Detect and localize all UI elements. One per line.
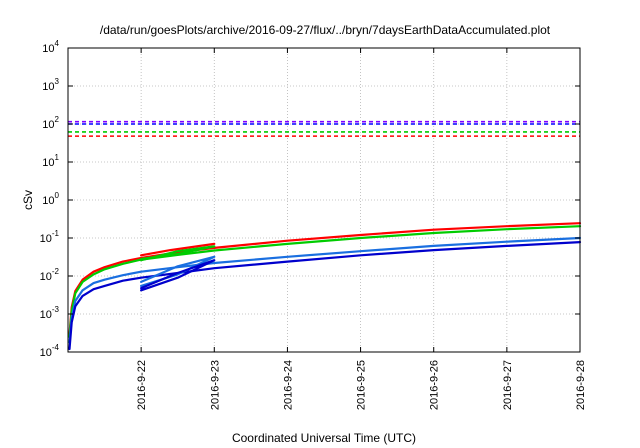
x-tick-label: 2016-9-27 [502, 360, 514, 410]
y-tick-exponent: -1 [52, 229, 60, 238]
grid [68, 48, 580, 352]
y-tick-exponent: -3 [52, 305, 60, 314]
y-tick-base: 10 [42, 195, 54, 207]
y-tick-label: 10-1 [40, 229, 60, 245]
y-tick-label: 101 [42, 153, 59, 169]
y-tick-exponent: 1 [55, 153, 60, 162]
series-line [68, 241, 582, 351]
x-axis-label: Coordinated Universal Time (UTC) [232, 431, 416, 445]
y-tick-base: 10 [42, 157, 54, 169]
y-tick-label: 100 [42, 191, 59, 207]
x-tick-label: 2016-9-28 [575, 360, 587, 410]
series-line [140, 242, 216, 257]
y-tick-exponent: 0 [55, 191, 60, 200]
x-tick-label: 2016-9-25 [356, 360, 368, 410]
series-line [68, 236, 582, 344]
y-tick-base: 10 [40, 347, 52, 359]
threshold-lines [68, 120, 580, 137]
y-tick-exponent: 3 [55, 77, 60, 86]
x-tick-label: 2016-9-23 [209, 360, 221, 410]
x-tick-label: 2016-9-26 [429, 360, 441, 410]
x-tick-label: 2016-9-22 [136, 360, 148, 410]
series-lines [68, 222, 582, 351]
y-tick-exponent: 2 [55, 115, 60, 124]
y-tick-label: 10-3 [40, 305, 60, 321]
y-tick-exponent: -4 [52, 343, 60, 352]
y-tick-base: 10 [40, 233, 52, 245]
y-tick-label: 102 [42, 115, 59, 131]
y-tick-base: 10 [42, 43, 54, 55]
y-tick-base: 10 [42, 119, 54, 131]
y-tick-label: 104 [42, 39, 59, 55]
series-line [140, 259, 216, 292]
x-axis: 2016-9-22 2016-9-23 2016-9-24 2016-9-25 2016… [136, 48, 587, 410]
y-tick-base: 10 [42, 81, 54, 93]
y-tick-base: 10 [40, 309, 52, 321]
chart-title: /data/run/goesPlots/archive/2016-09-27/f… [100, 23, 551, 37]
y-tick-label: 10-2 [40, 267, 60, 283]
series-line [140, 245, 216, 262]
y-tick-base: 10 [40, 271, 52, 283]
y-tick-exponent: -2 [52, 267, 60, 276]
y-tick-exponent: 4 [55, 39, 60, 48]
y-axis-label: cSv [21, 190, 35, 210]
x-tick-label: 2016-9-24 [282, 360, 294, 410]
y-tick-label: 103 [42, 77, 59, 93]
y-tick-label: 10-4 [40, 343, 60, 359]
